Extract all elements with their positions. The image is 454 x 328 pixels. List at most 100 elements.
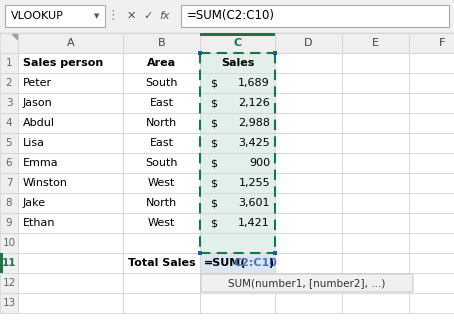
Bar bbox=[0, 273, 18, 293]
Bar bbox=[123, 293, 200, 313]
Bar bbox=[409, 153, 454, 173]
Text: Sales person: Sales person bbox=[23, 58, 103, 68]
Text: Jake: Jake bbox=[23, 198, 46, 208]
Bar bbox=[123, 233, 200, 253]
Bar bbox=[0, 173, 18, 193]
Bar bbox=[18, 33, 123, 53]
Text: C2:C10: C2:C10 bbox=[234, 258, 278, 268]
Bar bbox=[200, 273, 275, 293]
Bar bbox=[0, 53, 18, 73]
Text: 4: 4 bbox=[6, 118, 12, 128]
Bar bbox=[18, 253, 123, 273]
Text: =SUM(C2:C10): =SUM(C2:C10) bbox=[187, 10, 275, 23]
Bar bbox=[200, 33, 275, 53]
Text: SUM(number1, [number2], ...): SUM(number1, [number2], ...) bbox=[228, 278, 386, 288]
Bar bbox=[409, 93, 454, 113]
Text: Lisa: Lisa bbox=[23, 138, 45, 148]
Bar bbox=[409, 113, 454, 133]
Bar bbox=[200, 93, 275, 113]
Text: A: A bbox=[67, 38, 74, 48]
Bar bbox=[0, 0, 454, 33]
Bar bbox=[409, 33, 454, 53]
Bar bbox=[409, 213, 454, 233]
Text: ⋮: ⋮ bbox=[107, 10, 119, 23]
Bar bbox=[342, 73, 409, 93]
Text: 1,421: 1,421 bbox=[238, 218, 270, 228]
Bar bbox=[200, 113, 275, 133]
Bar bbox=[18, 213, 123, 233]
Bar bbox=[18, 173, 123, 193]
Text: $: $ bbox=[210, 218, 217, 228]
Bar bbox=[0, 233, 18, 253]
Text: 9: 9 bbox=[6, 218, 12, 228]
Bar bbox=[0, 93, 18, 113]
Bar bbox=[123, 153, 200, 173]
Bar bbox=[342, 133, 409, 153]
FancyBboxPatch shape bbox=[201, 274, 413, 292]
Bar bbox=[18, 233, 123, 253]
Bar bbox=[342, 53, 409, 73]
Bar bbox=[0, 33, 18, 53]
Text: 900: 900 bbox=[249, 158, 270, 168]
Bar bbox=[18, 293, 123, 313]
Bar bbox=[275, 53, 342, 73]
Bar bbox=[200, 253, 275, 273]
Bar bbox=[342, 233, 409, 253]
Text: $: $ bbox=[210, 198, 217, 208]
Text: West: West bbox=[148, 218, 175, 228]
Bar bbox=[123, 93, 200, 113]
Bar bbox=[123, 53, 200, 73]
Bar bbox=[200, 73, 275, 93]
Bar bbox=[275, 273, 342, 293]
Bar bbox=[123, 33, 200, 53]
Bar bbox=[200, 213, 275, 233]
Bar bbox=[200, 233, 275, 253]
Bar bbox=[0, 253, 18, 273]
Bar bbox=[409, 293, 454, 313]
Text: Jason: Jason bbox=[23, 98, 53, 108]
Bar bbox=[123, 253, 200, 273]
Text: 11: 11 bbox=[2, 258, 16, 268]
Bar bbox=[200, 153, 275, 173]
Text: 7: 7 bbox=[6, 178, 12, 188]
Text: 2,988: 2,988 bbox=[238, 118, 270, 128]
Text: ): ) bbox=[268, 258, 273, 268]
Text: 5: 5 bbox=[6, 138, 12, 148]
Bar bbox=[0, 293, 18, 313]
Bar bbox=[275, 233, 342, 253]
Text: 3,601: 3,601 bbox=[238, 198, 270, 208]
Text: 1,689: 1,689 bbox=[238, 78, 270, 88]
Text: 2,126: 2,126 bbox=[238, 98, 270, 108]
Bar bbox=[275, 293, 342, 313]
Text: F: F bbox=[439, 38, 446, 48]
Bar bbox=[409, 253, 454, 273]
Bar bbox=[18, 133, 123, 153]
Bar bbox=[409, 233, 454, 253]
Bar bbox=[0, 73, 18, 93]
Text: Total Sales: Total Sales bbox=[128, 258, 196, 268]
Bar bbox=[123, 193, 200, 213]
Text: 6: 6 bbox=[6, 158, 12, 168]
Bar bbox=[409, 173, 454, 193]
Text: Sales: Sales bbox=[221, 58, 254, 68]
Bar bbox=[275, 93, 342, 113]
Text: $: $ bbox=[210, 98, 217, 108]
Bar bbox=[275, 193, 342, 213]
Text: VLOOKUP: VLOOKUP bbox=[11, 11, 64, 21]
Bar bbox=[409, 273, 454, 293]
Bar bbox=[275, 153, 342, 173]
Bar bbox=[275, 133, 342, 153]
Bar bbox=[200, 173, 275, 193]
Bar bbox=[273, 251, 277, 255]
Bar bbox=[275, 173, 342, 193]
Bar bbox=[275, 213, 342, 233]
Bar bbox=[275, 33, 342, 53]
Text: Winston: Winston bbox=[23, 178, 68, 188]
Bar bbox=[18, 53, 123, 73]
Bar bbox=[342, 193, 409, 213]
Text: 13: 13 bbox=[2, 298, 15, 308]
Bar bbox=[123, 273, 200, 293]
Bar bbox=[342, 213, 409, 233]
Text: East: East bbox=[149, 98, 173, 108]
Text: West: West bbox=[148, 178, 175, 188]
